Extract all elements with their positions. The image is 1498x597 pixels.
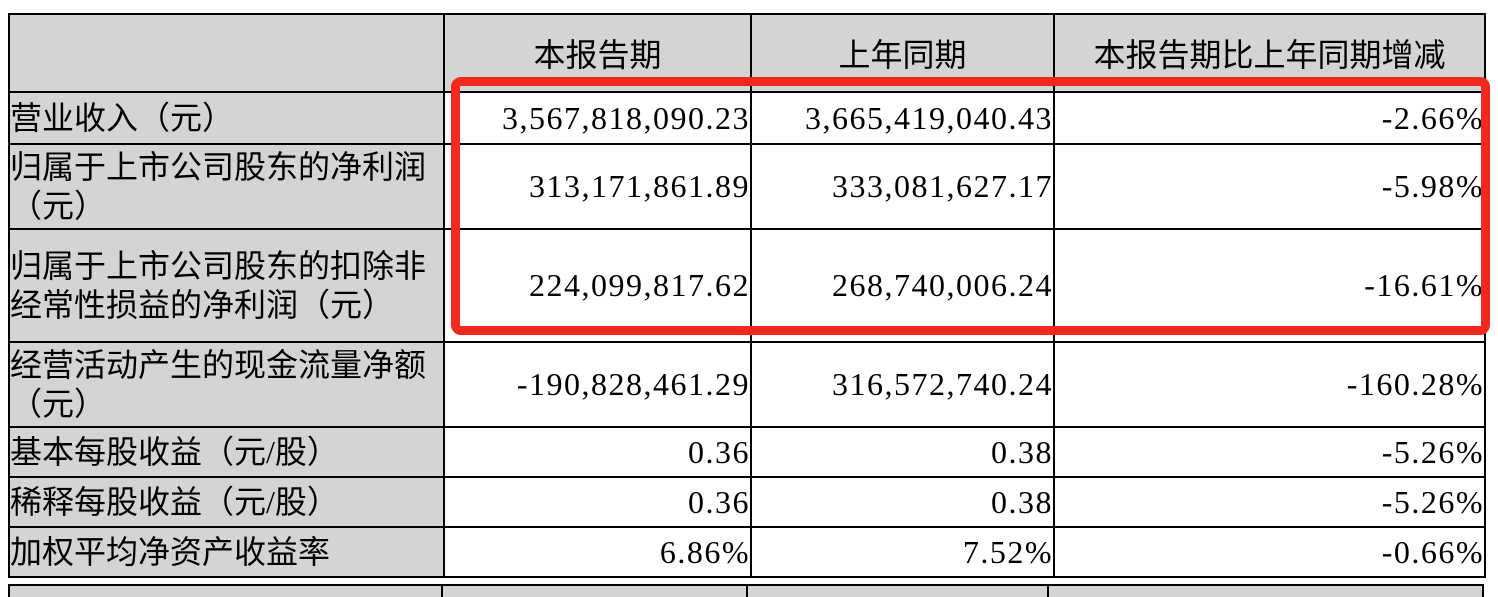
change-value: -2.66% — [1053, 91, 1486, 145]
header-cell-change: 本报告期比上年同期增减 — [1053, 13, 1486, 93]
table-row-weighted-avg-roe: 加权平均净资产收益率 6.86% 7.52% -0.66% — [8, 526, 1486, 578]
table-row-operating-cash-flow: 经营活动产生的现金流量净额（元） -190,828,461.29 316,572… — [8, 341, 1486, 428]
change-value: -160.28% — [1053, 341, 1486, 428]
header-cell-prior-period: 上年同期 — [750, 13, 1055, 93]
table-header-row: 本报告期 上年同期 本报告期比上年同期增减 — [8, 13, 1486, 93]
prior-period-value: 7.52% — [750, 526, 1055, 578]
current-period-value: 313,171,861.89 — [443, 143, 752, 230]
row-label: 营业收入（元） — [8, 91, 445, 145]
prior-period-value: 0.38 — [750, 426, 1055, 478]
row-label: 归属于上市公司股东的扣除非经常性损益的净利润（元） — [8, 228, 445, 343]
change-value: -16.61% — [1053, 228, 1486, 343]
prior-period-value: 333,081,627.17 — [750, 143, 1055, 230]
next-table-row-partial — [8, 584, 1484, 597]
current-period-value: 224,099,817.62 — [443, 228, 752, 343]
change-value: -5.98% — [1053, 143, 1486, 230]
current-period-value: -190,828,461.29 — [443, 341, 752, 428]
key-financials-table: 本报告期 上年同期 本报告期比上年同期增减 营业收入（元） 3,567,818,… — [8, 13, 1486, 578]
row-label: 基本每股收益（元/股） — [8, 426, 445, 478]
row-label: 加权平均净资产收益率 — [8, 526, 445, 578]
partial-cell — [443, 586, 748, 597]
table-row-net-profit: 归属于上市公司股东的净利润（元） 313,171,861.89 333,081,… — [8, 143, 1486, 230]
current-period-value: 0.36 — [443, 426, 752, 478]
table-row-net-profit-excl-nonrecurring: 归属于上市公司股东的扣除非经常性损益的净利润（元） 224,099,817.62… — [8, 228, 1486, 343]
partial-cell — [10, 586, 443, 597]
prior-period-value: 0.38 — [750, 476, 1055, 528]
header-cell-empty — [8, 13, 445, 93]
current-period-value: 0.36 — [443, 476, 752, 528]
row-label: 稀释每股收益（元/股） — [8, 476, 445, 528]
table-row-basic-eps: 基本每股收益（元/股） 0.36 0.38 -5.26% — [8, 426, 1486, 478]
header-cell-current-period: 本报告期 — [443, 13, 752, 93]
prior-period-value: 3,665,419,040.43 — [750, 91, 1055, 145]
current-period-value: 3,567,818,090.23 — [443, 91, 752, 145]
partial-cell — [1049, 586, 1482, 597]
partial-cell — [748, 586, 1049, 597]
row-label: 经营活动产生的现金流量净额（元） — [8, 341, 445, 428]
table-row-diluted-eps: 稀释每股收益（元/股） 0.36 0.38 -5.26% — [8, 476, 1486, 528]
table-row-revenue: 营业收入（元） 3,567,818,090.23 3,665,419,040.4… — [8, 91, 1486, 145]
change-value: -0.66% — [1053, 526, 1486, 578]
current-period-value: 6.86% — [443, 526, 752, 578]
change-value: -5.26% — [1053, 426, 1486, 478]
row-label: 归属于上市公司股东的净利润（元） — [8, 143, 445, 230]
change-value: -5.26% — [1053, 476, 1486, 528]
prior-period-value: 268,740,006.24 — [750, 228, 1055, 343]
prior-period-value: 316,572,740.24 — [750, 341, 1055, 428]
